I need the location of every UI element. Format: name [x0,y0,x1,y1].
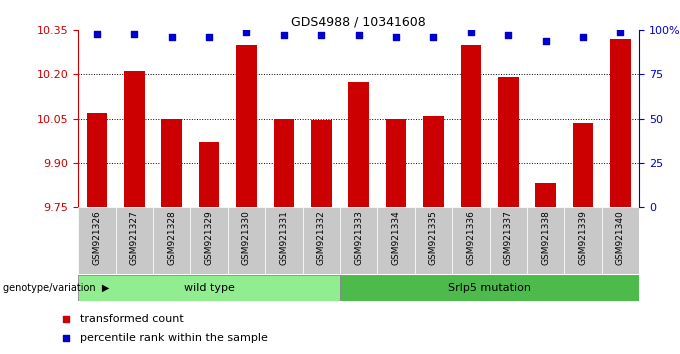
Text: GSM921340: GSM921340 [616,210,625,265]
Bar [348,82,369,207]
Point [279,33,290,38]
Bar [161,119,182,207]
FancyBboxPatch shape [564,207,602,274]
FancyBboxPatch shape [153,207,190,274]
Text: GSM921338: GSM921338 [541,210,550,266]
Text: GSM921329: GSM921329 [205,210,214,265]
Bar [124,72,145,207]
Text: GSM921334: GSM921334 [392,210,401,265]
Bar [460,45,481,207]
Text: wild type: wild type [184,283,235,293]
Bar [86,113,107,207]
Point [129,31,140,36]
Text: GSM921336: GSM921336 [466,210,475,266]
Bar [236,45,257,207]
Text: transformed count: transformed count [80,314,184,324]
Point [390,34,401,40]
Point [91,31,103,36]
Text: Srlp5 mutation: Srlp5 mutation [448,283,531,293]
Point [61,316,71,322]
Bar [535,183,556,207]
Text: GSM921330: GSM921330 [242,210,251,266]
Text: GSM921326: GSM921326 [92,210,101,265]
Title: GDS4988 / 10341608: GDS4988 / 10341608 [291,16,426,29]
Text: GSM921333: GSM921333 [354,210,363,266]
Text: GSM921339: GSM921339 [579,210,588,266]
Text: genotype/variation  ▶: genotype/variation ▶ [3,283,109,293]
Text: GSM921337: GSM921337 [504,210,513,266]
FancyBboxPatch shape [490,207,527,274]
FancyBboxPatch shape [340,275,639,301]
Point [577,34,588,40]
FancyBboxPatch shape [190,207,228,274]
Point [166,34,177,40]
FancyBboxPatch shape [303,207,340,274]
Text: GSM921327: GSM921327 [130,210,139,265]
FancyBboxPatch shape [602,207,639,274]
FancyBboxPatch shape [340,207,377,274]
Point [615,29,626,35]
Point [503,33,514,38]
FancyBboxPatch shape [116,207,153,274]
Text: GSM921331: GSM921331 [279,210,288,266]
Point [465,29,476,35]
FancyBboxPatch shape [228,207,265,274]
Text: GSM921332: GSM921332 [317,210,326,265]
Point [241,29,252,35]
FancyBboxPatch shape [265,207,303,274]
FancyBboxPatch shape [527,207,564,274]
Bar [498,77,519,207]
FancyBboxPatch shape [78,207,116,274]
Point [61,336,71,341]
Bar [273,119,294,207]
FancyBboxPatch shape [415,207,452,274]
Bar [610,39,631,207]
Bar [573,123,594,207]
FancyBboxPatch shape [452,207,490,274]
Bar [423,116,444,207]
Point [428,34,439,40]
Bar [311,120,332,207]
FancyBboxPatch shape [78,275,340,301]
Text: percentile rank within the sample: percentile rank within the sample [80,333,269,343]
Point [353,33,364,38]
Text: GSM921335: GSM921335 [429,210,438,266]
Point [316,33,326,38]
FancyBboxPatch shape [377,207,415,274]
Point [540,38,551,44]
Text: GSM921328: GSM921328 [167,210,176,265]
Point [203,34,214,40]
Bar [386,119,407,207]
Bar [199,142,220,207]
